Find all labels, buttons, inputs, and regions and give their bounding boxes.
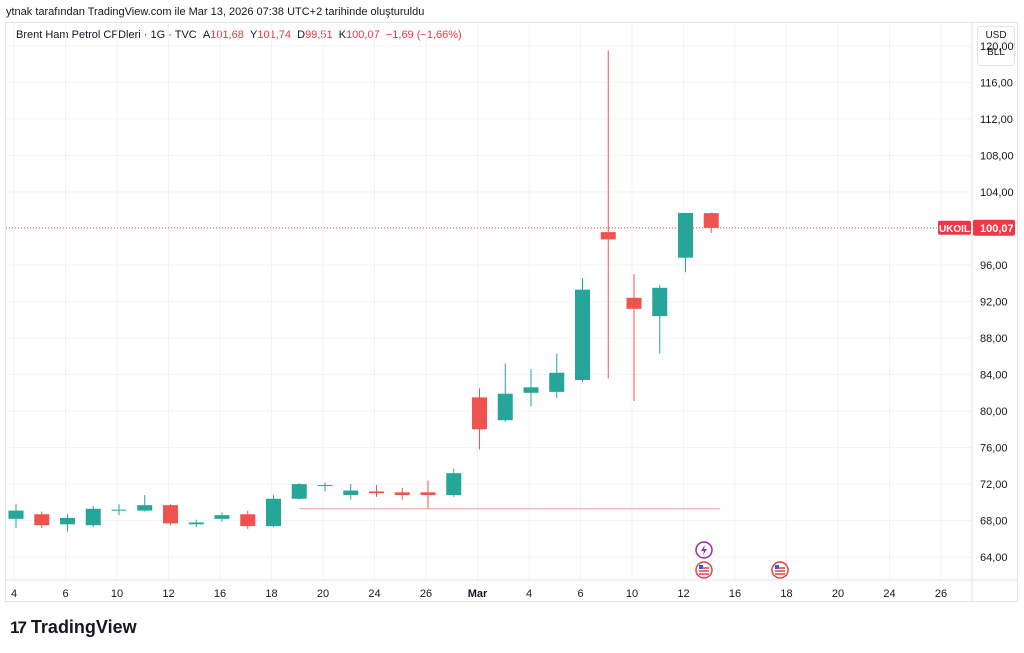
attribution-text: ytnak tarafından TradingView.com ile Mar… — [6, 6, 425, 18]
close-label: K — [338, 29, 347, 41]
high-value: 101,74 — [257, 29, 291, 41]
high-label: Y — [249, 29, 258, 41]
chart-frame[interactable] — [5, 22, 1018, 602]
tradingview-branding[interactable]: 17 TradingView — [10, 617, 137, 638]
brand-name: TradingView — [30, 617, 137, 637]
open-value: 101,68 — [210, 29, 244, 41]
open-label: A — [202, 29, 211, 41]
currency-unit-button[interactable]: USD BLL — [977, 26, 1015, 66]
low-label: D — [297, 29, 306, 41]
tradingview-logo-icon: 17 — [10, 617, 27, 637]
symbol-legend: Brent Ham Petrol CFDleri · 1G · TVC A101… — [16, 29, 462, 41]
close-value: 100,07 — [346, 29, 380, 41]
currency-label: USD — [985, 30, 1007, 41]
symbol-name: Brent Ham Petrol CFDleri · 1G · TVC — [16, 29, 197, 41]
unit-label: BLL — [987, 47, 1005, 58]
low-value: 99,51 — [305, 29, 333, 41]
change-value: −1,69 (−1,66%) — [385, 29, 462, 41]
